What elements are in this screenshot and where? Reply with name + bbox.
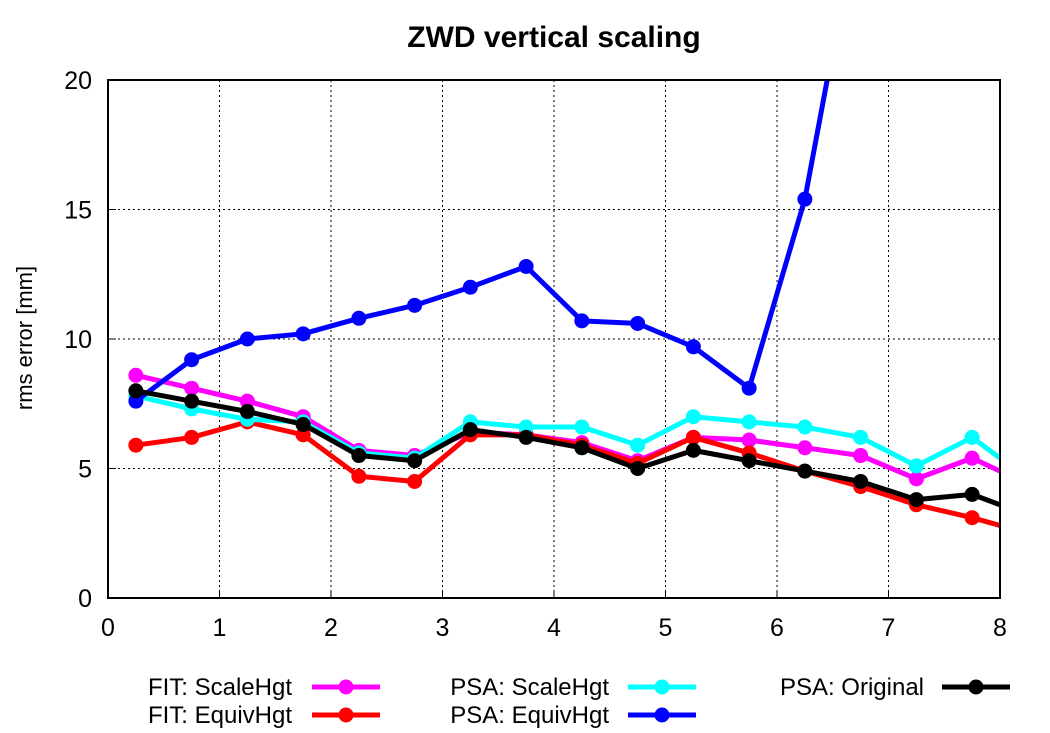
legend-swatch-marker (338, 679, 354, 695)
data-point (128, 383, 144, 399)
legend-label: PSA: ScaleHgt (450, 674, 609, 701)
series-fit-equivhgt (128, 414, 1000, 528)
legend-label: FIT: EquivHgt (148, 702, 292, 729)
data-point (741, 432, 757, 448)
plot-frame (107, 79, 1001, 599)
data-point (462, 422, 478, 438)
data-point (239, 331, 255, 347)
data-point (128, 393, 144, 409)
y-tick-label: 10 (64, 326, 92, 354)
data-point (518, 258, 534, 274)
data-point (518, 419, 534, 435)
data-point (685, 339, 701, 355)
x-tick-label: 8 (993, 614, 1007, 642)
data-point (128, 367, 144, 383)
data-point (685, 429, 701, 445)
x-tick-label: 2 (324, 614, 338, 642)
legend-label: PSA: EquivHgt (450, 702, 609, 729)
data-point (853, 473, 869, 489)
data-point (741, 380, 757, 396)
legend-swatch-marker (338, 707, 354, 723)
legend-entry-psa-scalehgt: PSA: ScaleHgt (450, 674, 696, 701)
x-tick-label: 0 (101, 614, 115, 642)
data-point (295, 416, 311, 432)
series-psa-equivhgt (128, 80, 830, 409)
data-point (797, 463, 813, 479)
data-point (964, 486, 980, 502)
series-line-psa-equivhgt (134, 80, 830, 404)
legend-entry-fit-equivhgt: FIT: EquivHgt (148, 702, 380, 729)
data-point (853, 448, 869, 464)
data-point (797, 419, 813, 435)
data-point (574, 419, 590, 435)
data-point (407, 297, 423, 313)
legend-swatch-marker (968, 679, 984, 695)
data-point (630, 315, 646, 331)
chart-title: ZWD vertical scaling (407, 21, 700, 54)
legend-entry-psa-original: PSA: Original (780, 674, 1010, 701)
legend-entry-fit-scalehgt: FIT: ScaleHgt (148, 674, 380, 701)
data-point (908, 471, 924, 487)
data-point (853, 429, 869, 445)
data-point (908, 492, 924, 508)
legend-swatch-marker (654, 679, 670, 695)
data-point (351, 448, 367, 464)
data-point (407, 453, 423, 469)
data-point (184, 393, 200, 409)
data-point (797, 440, 813, 456)
data-point (184, 352, 200, 368)
y-tick-label: 5 (78, 456, 92, 484)
data-point (964, 429, 980, 445)
legend-label: PSA: Original (780, 674, 924, 701)
series-lines (128, 80, 1000, 528)
grid-lines (107, 79, 1001, 599)
legend-entry-psa-equivhgt: PSA: EquivHgt (450, 702, 696, 729)
data-point (239, 404, 255, 420)
data-point (184, 380, 200, 396)
data-point (630, 461, 646, 476)
data-point (407, 473, 423, 489)
legend-label: FIT: ScaleHgt (148, 674, 292, 701)
data-point (685, 409, 701, 425)
x-tick-label: 4 (547, 614, 561, 642)
data-point (741, 453, 757, 469)
data-point (574, 440, 590, 456)
series-psa-original (128, 383, 1000, 508)
data-point (518, 429, 534, 445)
data-point (351, 310, 367, 326)
data-point (184, 429, 200, 445)
x-tick-label: 3 (436, 614, 450, 642)
x-tick-label: 6 (770, 614, 784, 642)
y-tick-label: 0 (78, 585, 92, 613)
data-point (462, 279, 478, 295)
legend-swatch-marker (654, 707, 670, 723)
data-point (295, 427, 311, 443)
x-tick-label: 5 (659, 614, 673, 642)
data-point (964, 510, 980, 526)
data-point (685, 442, 701, 458)
x-tick-label: 7 (882, 614, 896, 642)
y-tick-label: 15 (64, 197, 92, 225)
x-tick-label: 1 (213, 614, 227, 642)
data-point (239, 393, 255, 409)
tick-labels: 0 1 2 3 4 5 6 7 8 0 5 10 15 20 (64, 67, 1007, 642)
data-point (741, 414, 757, 430)
data-point (351, 468, 367, 484)
data-point (574, 313, 590, 329)
data-point (908, 458, 924, 474)
data-point (797, 191, 813, 207)
series-line-fit-equivhgt (135, 419, 1000, 528)
data-point (964, 450, 980, 466)
data-point (630, 437, 646, 453)
data-point (295, 326, 311, 342)
y-tick-label: 20 (64, 67, 92, 95)
y-axis-label: rms error [mm] (12, 266, 37, 410)
data-point (128, 437, 144, 453)
